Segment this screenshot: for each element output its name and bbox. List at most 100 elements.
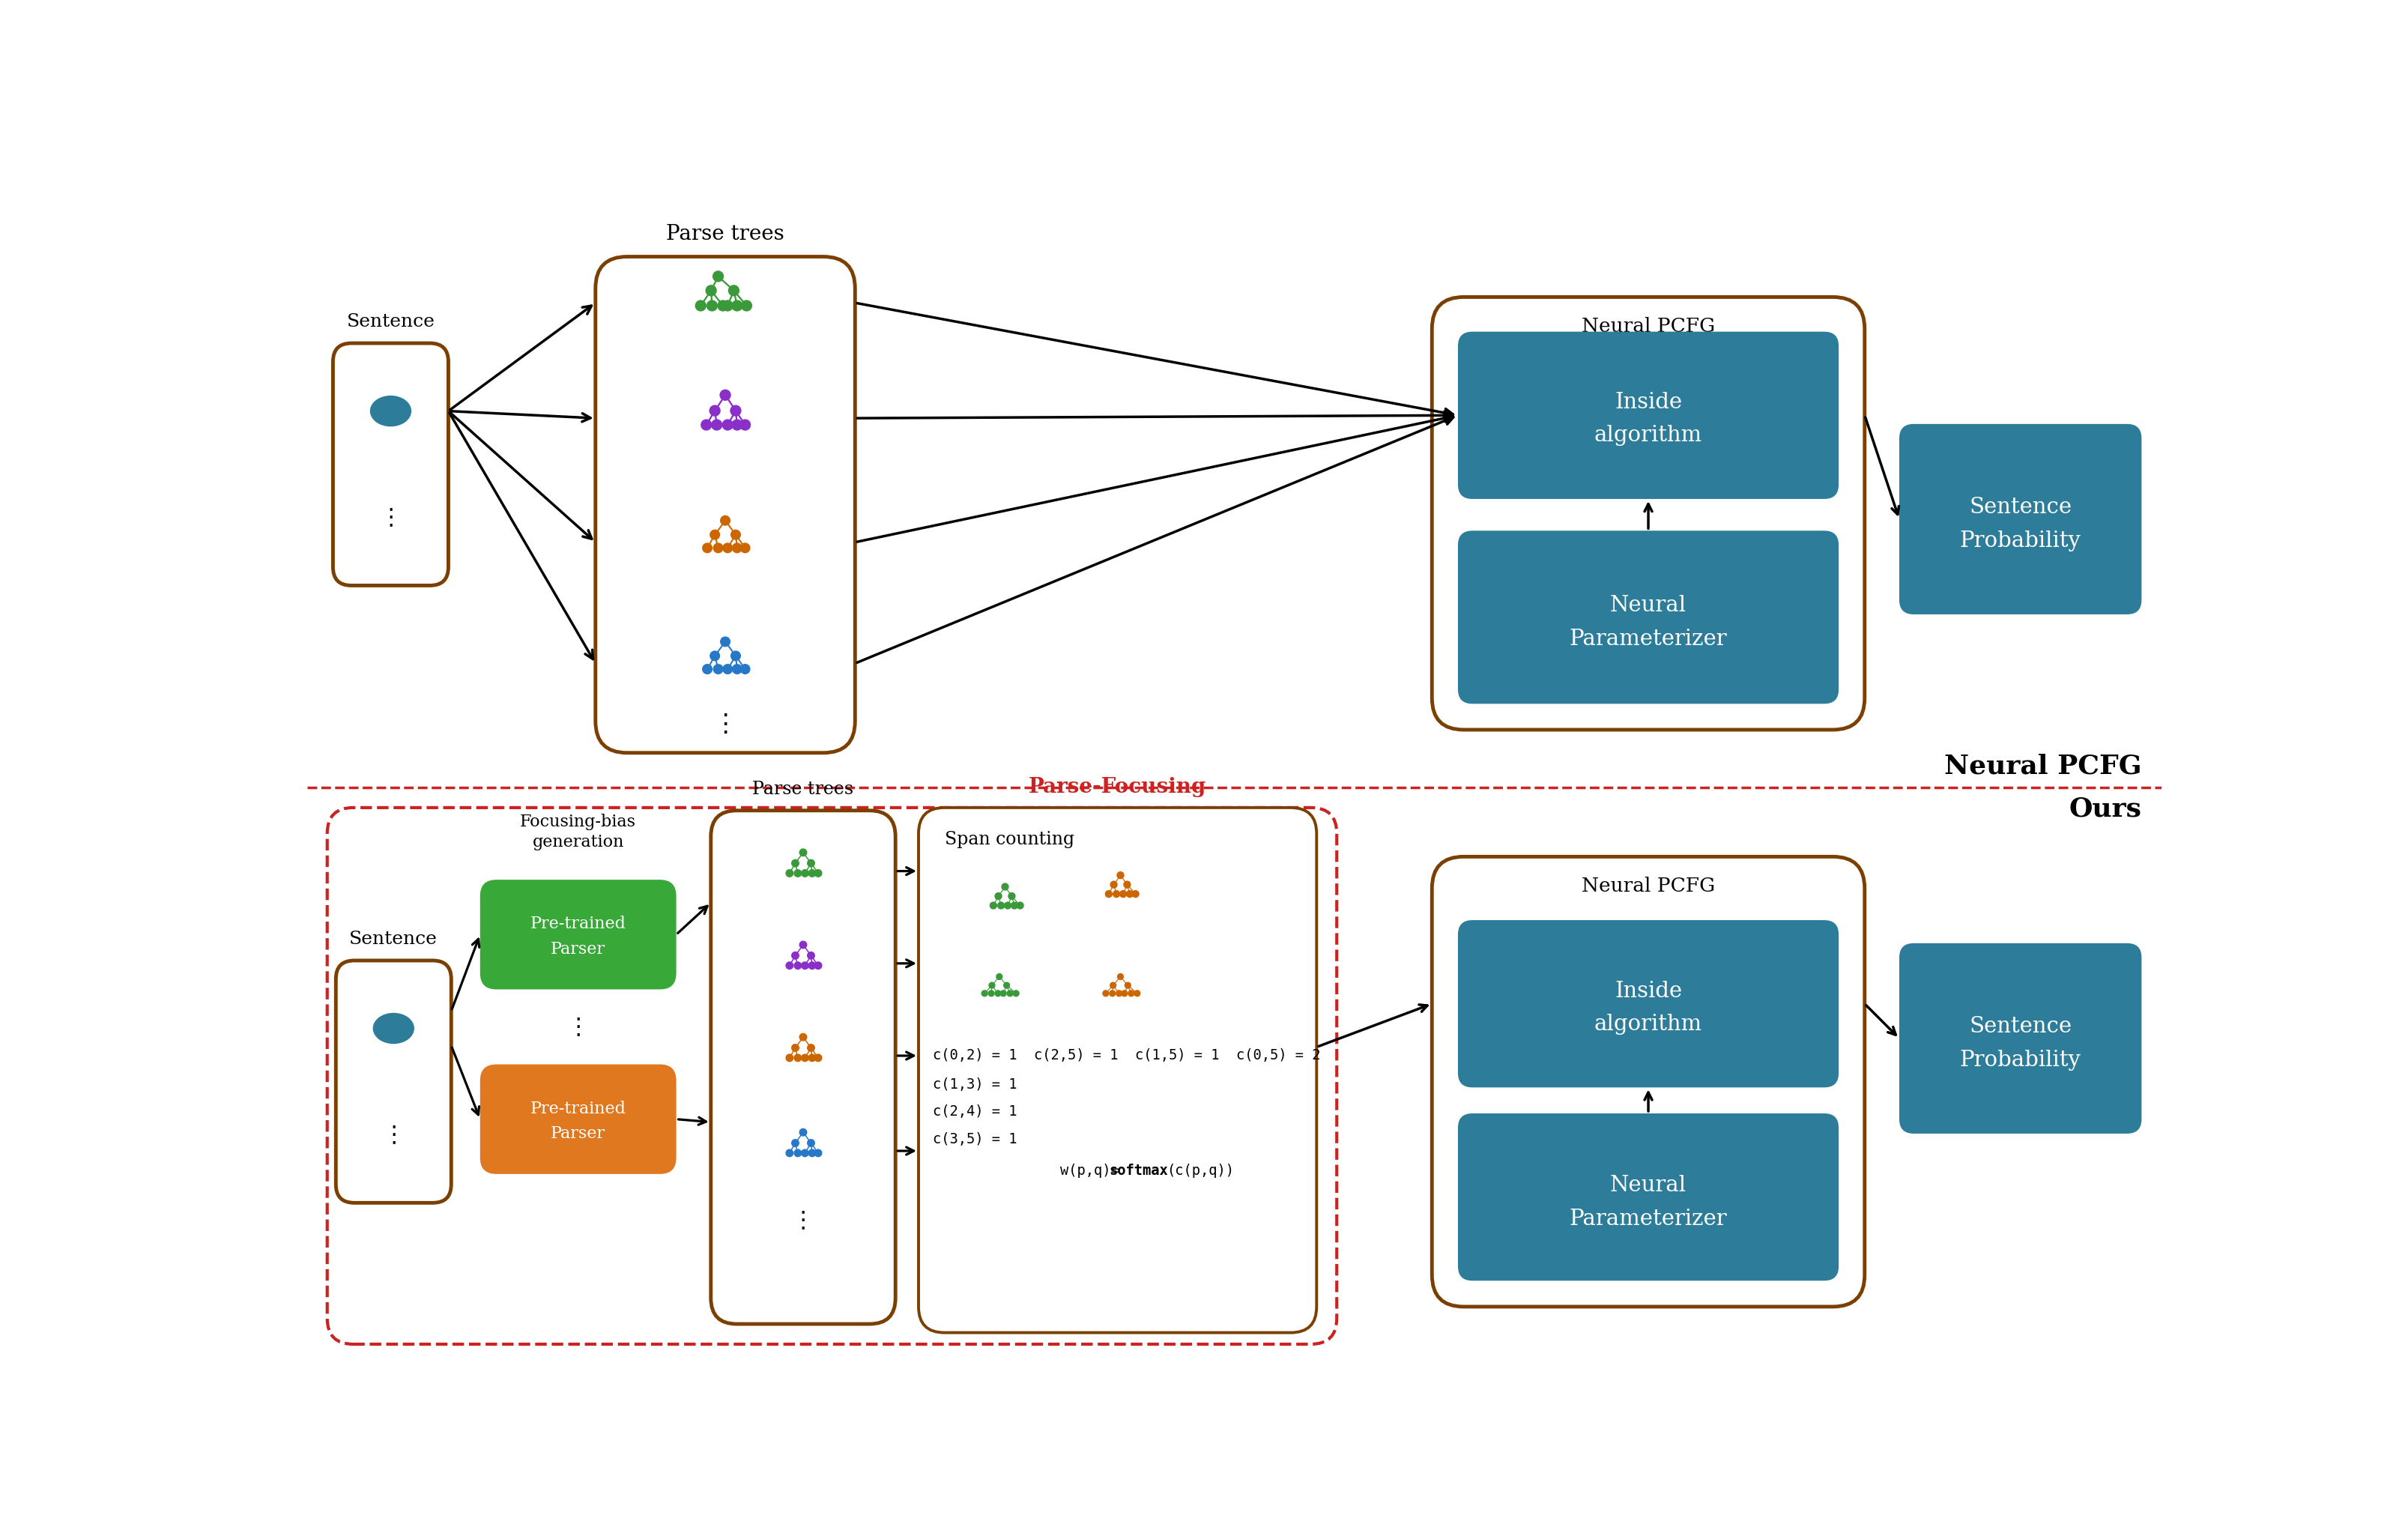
Text: softmax: softmax [1110, 1164, 1168, 1179]
Circle shape [1110, 990, 1115, 996]
Circle shape [802, 963, 809, 969]
Circle shape [795, 869, 802, 877]
Circle shape [739, 420, 751, 431]
Circle shape [1120, 891, 1127, 897]
Ellipse shape [371, 396, 412, 426]
Circle shape [1127, 891, 1134, 897]
Circle shape [1007, 990, 1014, 996]
Text: Parameterizer: Parameterizer [1570, 1208, 1727, 1229]
Circle shape [990, 983, 995, 989]
Circle shape [730, 405, 742, 415]
Circle shape [1125, 881, 1129, 888]
Circle shape [802, 1055, 809, 1061]
Circle shape [802, 1150, 809, 1156]
FancyBboxPatch shape [1900, 943, 2141, 1133]
Text: w(p,q)=: w(p,q)= [1060, 1164, 1120, 1179]
Circle shape [710, 530, 720, 540]
Text: Parameterizer: Parameterizer [1570, 629, 1727, 650]
Circle shape [732, 530, 739, 540]
Circle shape [706, 285, 715, 296]
Circle shape [739, 543, 749, 553]
Circle shape [730, 285, 739, 296]
Text: Parse trees: Parse trees [667, 224, 785, 244]
Circle shape [722, 300, 732, 311]
Text: Probability: Probability [1960, 1050, 2081, 1072]
Circle shape [722, 543, 732, 553]
Text: c(0,2) = 1  c(2,5) = 1  c(1,5) = 1  c(0,5) = 2: c(0,2) = 1 c(2,5) = 1 c(1,5) = 1 c(0,5) … [932, 1049, 1320, 1062]
Circle shape [987, 990, 995, 996]
Circle shape [799, 849, 807, 855]
Circle shape [997, 973, 1002, 980]
Text: ⋮: ⋮ [713, 711, 737, 736]
Circle shape [785, 963, 792, 969]
FancyBboxPatch shape [1433, 297, 1864, 730]
Circle shape [809, 869, 816, 877]
Circle shape [732, 420, 742, 431]
Text: Parser: Parser [551, 941, 604, 957]
Circle shape [995, 990, 1002, 996]
Circle shape [997, 901, 1004, 909]
Circle shape [1103, 990, 1108, 996]
FancyBboxPatch shape [1457, 530, 1840, 704]
Circle shape [713, 543, 722, 553]
Circle shape [814, 1150, 821, 1156]
Circle shape [1011, 901, 1019, 909]
Circle shape [799, 941, 807, 949]
FancyBboxPatch shape [335, 961, 450, 1203]
Circle shape [814, 963, 821, 969]
Circle shape [1016, 901, 1023, 909]
Circle shape [708, 300, 718, 311]
Circle shape [792, 1044, 799, 1052]
Text: Span counting: Span counting [944, 831, 1074, 848]
Circle shape [722, 420, 732, 431]
Text: Neural: Neural [1611, 595, 1686, 616]
Circle shape [703, 543, 713, 553]
FancyBboxPatch shape [479, 880, 677, 989]
Circle shape [710, 652, 720, 661]
Circle shape [792, 1139, 799, 1147]
Circle shape [710, 405, 720, 415]
Circle shape [696, 300, 706, 311]
Text: Parse-Focusing: Parse-Focusing [1028, 777, 1206, 797]
Text: Neural: Neural [1611, 1174, 1686, 1196]
Circle shape [999, 990, 1007, 996]
FancyBboxPatch shape [479, 1064, 677, 1174]
Text: Parse trees: Parse trees [754, 780, 855, 797]
Text: Neural PCFG: Neural PCFG [1582, 877, 1714, 895]
Circle shape [1105, 891, 1112, 897]
Text: Neural PCFG: Neural PCFG [1582, 317, 1714, 336]
Circle shape [713, 664, 722, 675]
Circle shape [785, 1150, 792, 1156]
Circle shape [807, 952, 814, 960]
Circle shape [1117, 872, 1125, 878]
Circle shape [1122, 990, 1127, 996]
Circle shape [720, 515, 730, 526]
Circle shape [720, 389, 730, 400]
Circle shape [792, 952, 799, 960]
Circle shape [710, 420, 722, 431]
Circle shape [1129, 990, 1134, 996]
Circle shape [1110, 881, 1117, 888]
Circle shape [802, 869, 809, 877]
Text: (c(p,q)): (c(p,q)) [1165, 1164, 1233, 1179]
Circle shape [742, 300, 751, 311]
Text: Probability: Probability [1960, 530, 2081, 552]
Circle shape [990, 901, 997, 909]
Circle shape [809, 963, 816, 969]
Text: Sentence: Sentence [347, 313, 436, 331]
Text: Neural PCFG: Neural PCFG [1943, 753, 2141, 779]
FancyBboxPatch shape [595, 256, 855, 753]
Circle shape [732, 664, 742, 675]
FancyBboxPatch shape [917, 808, 1317, 1332]
Circle shape [795, 963, 802, 969]
Circle shape [1002, 883, 1009, 891]
Circle shape [713, 271, 722, 282]
FancyBboxPatch shape [1457, 920, 1840, 1087]
Circle shape [739, 664, 749, 675]
Circle shape [722, 664, 732, 675]
Circle shape [732, 543, 742, 553]
Circle shape [807, 1139, 814, 1147]
Circle shape [732, 652, 739, 661]
Circle shape [1117, 990, 1122, 996]
Ellipse shape [373, 1013, 414, 1044]
